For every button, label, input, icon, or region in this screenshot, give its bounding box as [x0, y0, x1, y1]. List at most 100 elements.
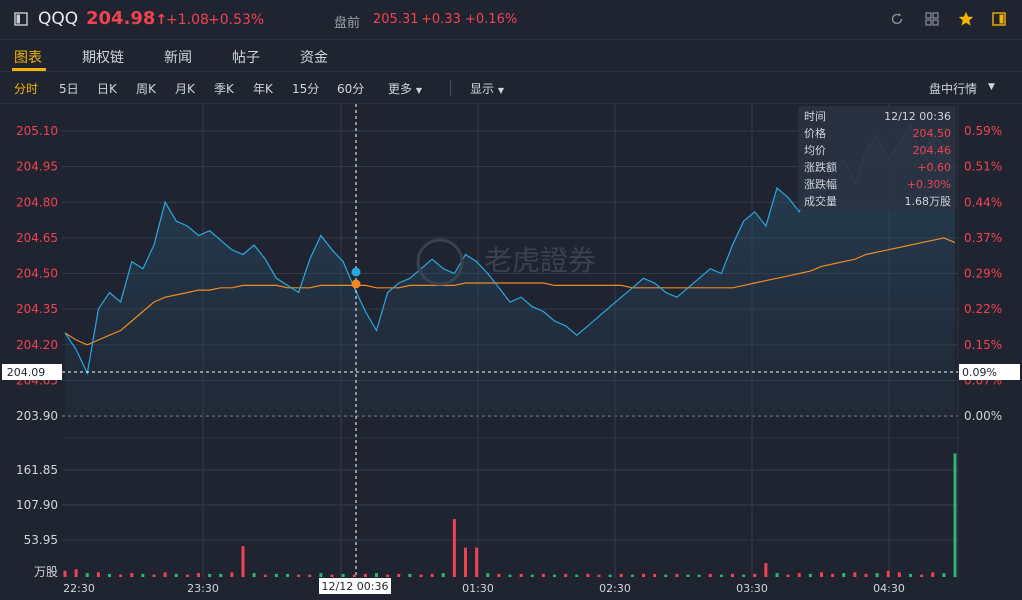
volume-bar	[553, 574, 556, 577]
period-intraday[interactable]: 分时	[14, 82, 39, 96]
volume-bar	[619, 573, 623, 577]
volume-bar	[141, 573, 145, 577]
volume-bar	[263, 574, 267, 577]
volume-bar	[163, 572, 167, 577]
display-menu[interactable]: 显示 ▼	[470, 82, 504, 96]
volume-bar	[219, 573, 223, 577]
svg-text:12/12 00:36: 12/12 00:36	[884, 110, 951, 123]
volume-bar	[686, 574, 690, 577]
y-tick-label: 204.50	[16, 267, 58, 281]
main-tabs: 图表 期权链 新闻 帖子 资金	[0, 40, 1022, 72]
svg-text:204.50: 204.50	[913, 127, 952, 140]
volume-bar	[775, 573, 779, 577]
volume-bar	[541, 573, 545, 577]
volume-bar	[375, 573, 378, 577]
star-icon[interactable]	[958, 11, 974, 27]
period-quarterly[interactable]: 季K	[214, 82, 234, 96]
volume-bar	[341, 573, 345, 577]
volume-bar	[731, 573, 734, 577]
more-menu[interactable]: 更多 ▼	[388, 82, 422, 96]
period-bar: 分时 5日 日K 周K 月K 季K 年K 15分 60分 更多 ▼ 显示 ▼ 盘…	[0, 72, 1022, 104]
y-tick-label: 204.35	[16, 302, 58, 316]
premarket-change: +0.33	[421, 12, 461, 27]
volume-bar	[931, 572, 935, 577]
crosshair-time-box	[319, 578, 391, 594]
volume-bar	[108, 573, 111, 577]
period-yearly[interactable]: 年K	[253, 82, 273, 96]
pct-tick-label: 0.00%	[964, 409, 1002, 423]
volume-bar	[452, 519, 456, 577]
price-area-fill	[65, 126, 955, 416]
volume-bar	[508, 574, 512, 577]
refresh-icon[interactable]	[890, 12, 904, 26]
session-menu[interactable]: 盘中行情	[929, 82, 978, 96]
tab-news[interactable]: 新闻	[164, 50, 192, 66]
volume-bar	[719, 574, 723, 577]
last-price: 204.98↑	[86, 8, 168, 29]
y-tick-label: 205.10	[16, 124, 58, 138]
volume-bar	[831, 573, 835, 577]
svg-text:成交量: 成交量	[804, 194, 837, 208]
volume-bar	[286, 573, 289, 577]
volume-bar	[419, 574, 423, 577]
volume-bar	[864, 573, 868, 577]
crosshair-price-box	[2, 364, 62, 380]
volume-bar	[764, 563, 768, 577]
period-monthly[interactable]: 月K	[175, 82, 195, 96]
pct-tick-label: 0.59%	[964, 124, 1002, 138]
volume-bar	[152, 574, 156, 577]
volume-bar	[664, 574, 668, 577]
volume-bar	[386, 574, 390, 577]
volume-bar	[497, 573, 501, 577]
svg-text:+0.30%: +0.30%	[907, 178, 951, 191]
x-tick-label: 01:30	[462, 582, 494, 595]
chevron-down-icon: ▼	[497, 86, 504, 95]
period-weekly[interactable]: 周K	[136, 82, 156, 96]
period-5d[interactable]: 5日	[59, 82, 79, 96]
svg-text:涨跌幅: 涨跌幅	[804, 177, 837, 191]
tab-options[interactable]: 期权链	[82, 50, 124, 66]
tab-funds[interactable]: 资金	[300, 50, 328, 66]
intraday-chart[interactable]: 205.10 204.95 204.80 204.65 204.50 204.35 204.…	[0, 104, 1022, 600]
volume-bar	[530, 574, 534, 577]
volume-bar	[697, 574, 701, 577]
premarket-price: 205.31	[373, 12, 419, 27]
svg-text:+0.60: +0.60	[917, 161, 951, 174]
volume-bar	[519, 573, 523, 577]
svg-text:204.46: 204.46	[913, 144, 952, 157]
period-daily[interactable]: 日K	[97, 82, 117, 96]
toolbar-divider	[450, 80, 451, 96]
volume-axis-labels: 161.85 107.90 53.95 万股	[16, 463, 58, 579]
volume-bar	[853, 572, 857, 577]
y-tick-label: 204.20	[16, 338, 58, 352]
period-60min[interactable]: 60分	[337, 82, 365, 96]
volume-bar	[174, 573, 178, 577]
pct-tick-label: 0.44%	[964, 195, 1002, 209]
panel-toggle-icon[interactable]	[992, 12, 1006, 26]
volume-bar	[909, 573, 912, 577]
premarket-change-pct: +0.16%	[465, 12, 518, 27]
period-15min[interactable]: 15分	[292, 82, 320, 96]
tab-chart[interactable]: 图表	[14, 50, 42, 66]
y-tick-label: 204.80	[16, 195, 58, 209]
svg-text:1.68万股: 1.68万股	[905, 195, 952, 208]
volume-bar	[85, 573, 89, 577]
crosshair-avg-dot	[351, 279, 361, 289]
crosshair-pct-box	[959, 364, 1020, 380]
volume-bar	[230, 572, 234, 577]
volume-bar	[297, 574, 301, 577]
volume-bars	[63, 453, 957, 577]
volume-bar	[464, 547, 467, 577]
volume-bar	[708, 573, 712, 577]
volume-bar	[897, 572, 901, 577]
tab-posts[interactable]: 帖子	[232, 50, 260, 66]
chevron-down-icon[interactable]: ▼	[988, 82, 995, 92]
crosshair-time-label: 12/12 00:36	[322, 580, 389, 593]
grid-icon[interactable]	[925, 12, 939, 26]
volume-bar	[920, 574, 924, 577]
chevron-down-icon: ▼	[415, 86, 422, 95]
volume-bar	[319, 573, 323, 577]
sidebar-toggle-icon[interactable]	[14, 12, 28, 26]
pct-tick-label: 0.51%	[964, 160, 1002, 174]
average-price-line	[64, 237, 956, 346]
